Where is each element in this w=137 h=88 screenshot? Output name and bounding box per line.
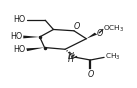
Text: O: O [74,22,80,31]
Text: HO: HO [10,32,22,41]
Text: OCH$_3$: OCH$_3$ [103,24,125,34]
Polygon shape [23,36,40,38]
Text: N: N [68,52,74,61]
Polygon shape [26,48,45,51]
Polygon shape [86,33,97,39]
Text: HO: HO [13,45,26,54]
Text: CH$_3$: CH$_3$ [105,52,120,62]
Text: O: O [97,29,103,38]
Text: HO: HO [13,15,26,24]
Text: O: O [87,70,94,79]
Text: H: H [68,55,74,64]
